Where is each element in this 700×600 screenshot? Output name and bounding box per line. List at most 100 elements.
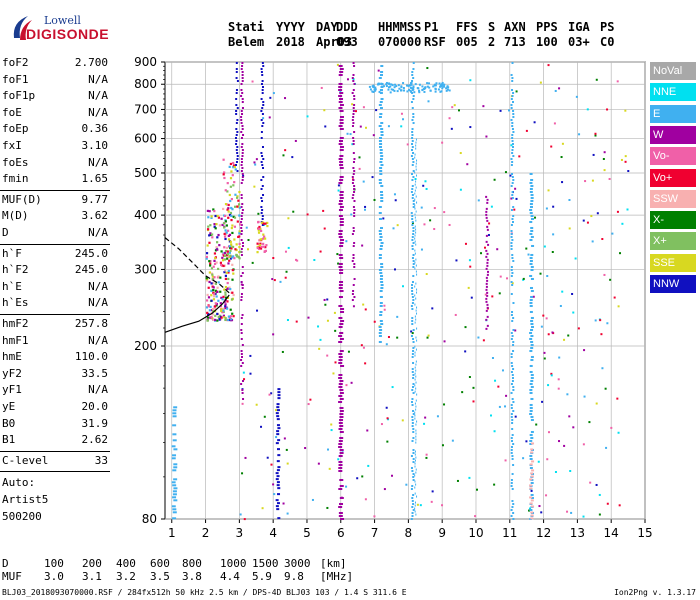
echo-column-point	[339, 332, 344, 334]
echo-cluster-point	[266, 224, 269, 228]
echo-point	[361, 475, 364, 478]
echo-column-point	[412, 329, 415, 331]
param-value: 0.36	[81, 122, 109, 136]
echo-cluster-point	[227, 277, 230, 281]
echo-column-point	[511, 500, 514, 502]
echo-column-point	[412, 299, 415, 301]
echo-point	[326, 506, 329, 509]
echo-point	[311, 498, 314, 501]
echo-cluster-point	[238, 206, 241, 209]
echo-point	[284, 97, 287, 100]
echo-cluster-point	[209, 305, 212, 309]
echo-column-point	[529, 274, 533, 277]
echo-cluster-point	[224, 274, 227, 277]
echo-cluster-point	[222, 173, 225, 176]
echo-column-point	[412, 338, 415, 340]
echo-column-point	[414, 204, 416, 207]
echo-band-point	[380, 82, 383, 85]
echo-point	[330, 429, 333, 432]
echo-column-point	[351, 119, 354, 121]
echo-point	[354, 110, 357, 113]
echo-point	[532, 295, 535, 298]
echo-column-point	[412, 413, 415, 415]
echo-column-point	[240, 233, 243, 235]
echo-cluster-point	[208, 271, 211, 274]
echo-cluster-point	[212, 286, 215, 289]
echo-point	[268, 393, 271, 396]
echo-column-point	[338, 326, 343, 328]
echo-point	[441, 504, 444, 507]
echo-column-point	[262, 104, 265, 106]
param-value: 3.10	[81, 139, 109, 152]
echo-point	[285, 448, 288, 451]
echo-point	[425, 187, 428, 190]
echo-point	[282, 502, 285, 505]
echo-cluster-point	[215, 223, 218, 226]
echo-cluster-point	[231, 224, 234, 227]
echo-column-point	[353, 185, 356, 187]
echo-column-point	[339, 197, 344, 199]
echo-column-point	[240, 95, 243, 97]
echo-column-point	[353, 65, 356, 67]
echo-point	[295, 258, 298, 261]
echo-column-point	[339, 194, 344, 196]
echo-column-point	[339, 485, 344, 487]
echo-column-point	[338, 353, 343, 355]
echo-column-point	[241, 167, 244, 169]
echo-cluster-point	[216, 214, 219, 218]
echo-column-point	[414, 414, 416, 417]
echo-column-point	[512, 503, 515, 505]
echo-cluster-point	[223, 258, 227, 261]
echo-cluster-point	[208, 234, 211, 237]
echo-column-point	[486, 315, 489, 318]
echo-column-point	[414, 384, 416, 387]
echo-cluster-point	[216, 248, 219, 251]
echo-point	[247, 248, 250, 251]
param-value: 9.77	[81, 192, 109, 206]
echo-column-point	[414, 189, 416, 192]
echo-point	[385, 343, 388, 346]
echo-cluster-point	[219, 314, 222, 317]
header-value: Belem	[228, 35, 265, 49]
echo-point	[347, 350, 350, 353]
echo-point	[527, 253, 530, 256]
echo-point	[598, 493, 601, 496]
echo-cluster-point	[223, 254, 227, 257]
echo-column-point	[240, 137, 243, 139]
echo-point	[525, 440, 528, 443]
echo-column-point	[412, 254, 415, 256]
echo-cluster-point	[206, 293, 209, 297]
echo-column-point	[485, 195, 488, 198]
param-value: 31.9	[81, 416, 109, 430]
auto-line1: Auto:	[2, 476, 108, 492]
echo-column-point	[530, 253, 534, 256]
echo-point	[443, 211, 446, 214]
echo-column-point	[380, 71, 384, 73]
header-value: 713	[504, 35, 526, 49]
echo-cluster-point	[205, 306, 209, 309]
echo-column-point	[412, 386, 415, 388]
echo-column-point	[241, 149, 244, 151]
echo-column-point	[530, 472, 534, 475]
echo-point	[272, 483, 275, 486]
echo-column-point	[338, 101, 343, 103]
echo-column-point	[352, 206, 355, 208]
echo-cluster-point	[219, 290, 222, 293]
echo-cluster-point	[236, 205, 239, 208]
echo-column-point	[530, 334, 534, 337]
echo-cluster-point	[220, 296, 223, 299]
echo-column-point	[411, 221, 414, 223]
echo-column-point	[485, 300, 488, 303]
echo-column-point	[338, 512, 343, 514]
param-row: M(D) 3.62	[2, 209, 108, 225]
echo-column-point	[415, 141, 417, 144]
echo-point	[285, 270, 288, 273]
echo-column-point	[530, 226, 534, 229]
echo-column-point	[485, 318, 488, 321]
echo-column-point	[415, 405, 417, 408]
param-value: 257.8	[74, 317, 108, 330]
echo-band-point	[418, 89, 421, 92]
echo-column-point	[412, 410, 415, 412]
footer-cell: 4.4	[220, 570, 240, 583]
echo-column-point	[352, 107, 355, 109]
